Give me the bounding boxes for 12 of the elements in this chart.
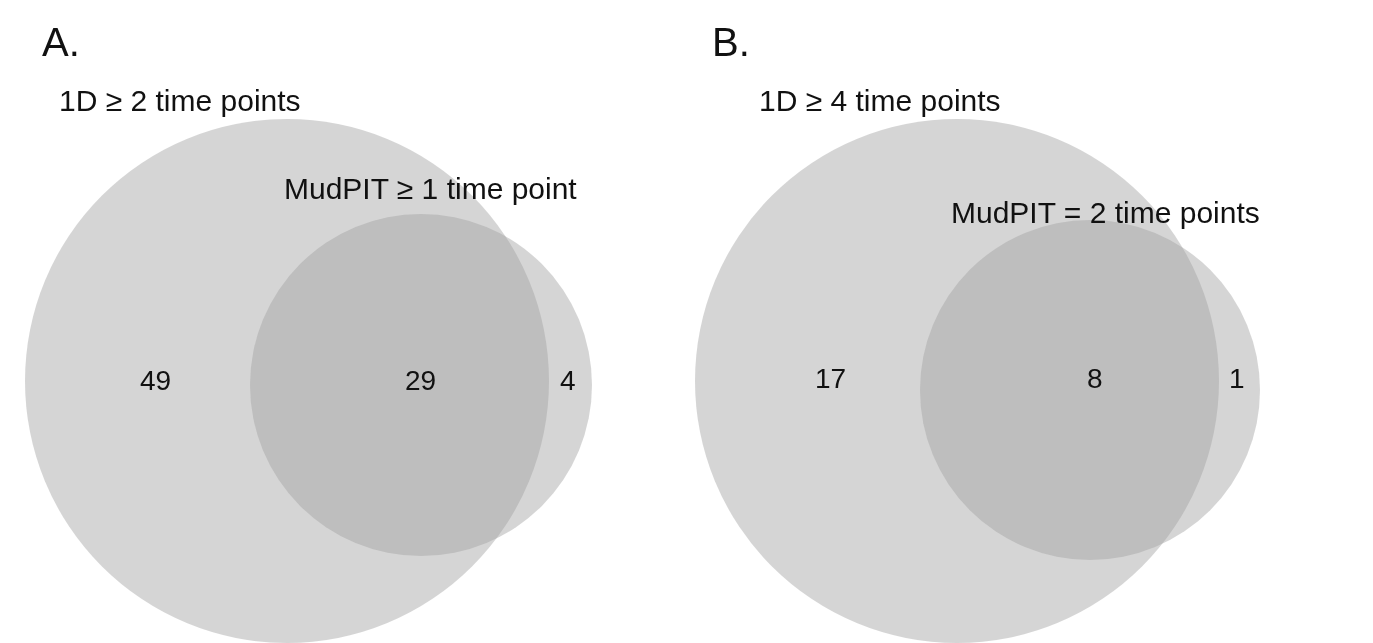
text: 1D ≥ 2 time points [59, 84, 301, 117]
text: MudPIT ≥ 1 time point [284, 172, 578, 205]
data-label: 17 [815, 363, 847, 394]
data-label: 49 [140, 365, 172, 396]
data-label: 1 [1229, 363, 1245, 394]
text: MudPIT = 2 time points [951, 196, 1260, 229]
text: 1D ≥ 4 time points [759, 84, 1001, 117]
text: B. [712, 20, 750, 64]
text: A. [42, 20, 80, 64]
data-label: 8 [1087, 363, 1103, 394]
data-label: 29 [405, 365, 437, 396]
data-label: 4 [560, 365, 576, 396]
